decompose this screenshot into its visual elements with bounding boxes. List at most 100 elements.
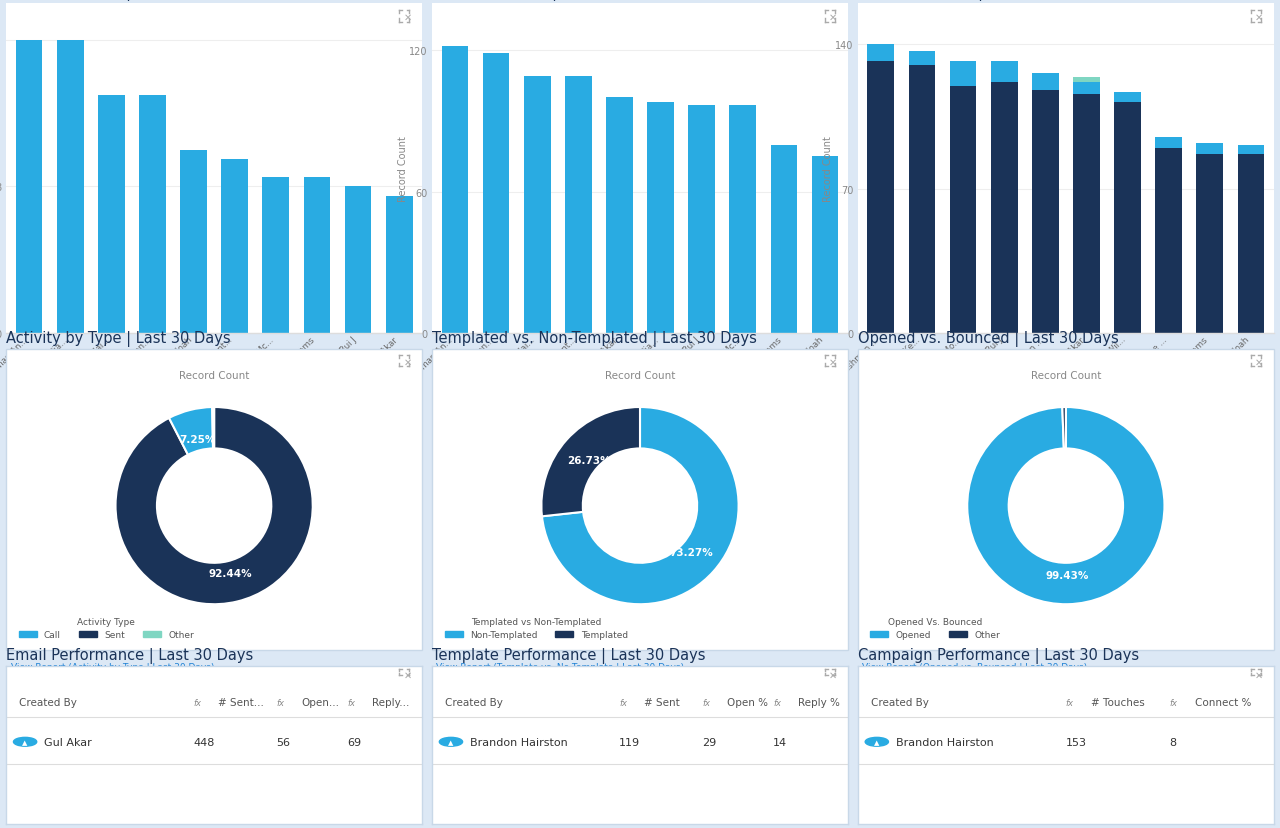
Legend: Call, Sent, Custom: Call, Sent, Custom [863, 438, 1053, 468]
Bar [1197, 144, 1224, 155]
Bar [950, 62, 977, 87]
Text: Created By: Created By [444, 697, 503, 707]
Bar [15, 41, 42, 334]
Text: Gul Akar: Gul Akar [44, 737, 92, 747]
Bar [730, 105, 756, 334]
Text: ✕: ✕ [1256, 670, 1263, 680]
Text: Created By: Created By [870, 697, 928, 707]
Bar [1156, 138, 1181, 148]
Text: View Report (Activity by User | Today): View Report (Activity by User | Today) [6, 472, 177, 481]
Text: ✕: ✕ [403, 12, 411, 22]
Y-axis label: Record Count: Record Count [398, 136, 407, 202]
Bar [1032, 90, 1059, 334]
Text: Reply %: Reply % [797, 697, 840, 707]
Text: View Report (Activity by User | Cumulative This Month): View Report (Activity by User | Cumulati… [858, 472, 1107, 481]
Y-axis label: Record Count: Record Count [823, 136, 833, 202]
Text: 69: 69 [347, 737, 361, 747]
Bar [991, 83, 1018, 334]
Bar [950, 87, 977, 334]
Bar [1114, 103, 1140, 334]
Legend: Opened, Other: Opened, Other [867, 614, 1004, 643]
Bar [1197, 155, 1224, 334]
Bar [262, 178, 289, 334]
Bar [524, 77, 550, 334]
Circle shape [865, 738, 888, 746]
Text: ✕: ✕ [403, 670, 411, 680]
Text: View Report (Activity by User | Last 7 Days): View Report (Activity by User | Last 7 D… [433, 472, 630, 481]
Bar [605, 99, 632, 334]
Text: 119: 119 [620, 737, 640, 747]
Text: ✕: ✕ [403, 357, 411, 367]
Text: Record Count: Record Count [1030, 371, 1101, 381]
Text: Opened vs. Bounced | Last 30 Days: Opened vs. Bounced | Last 30 Days [858, 330, 1119, 347]
Text: # Touches: # Touches [1091, 697, 1144, 707]
Legend: Call, Sent, Other: Call, Sent, Other [15, 614, 197, 643]
Text: fx: fx [347, 698, 355, 707]
Text: Record Count: Record Count [179, 371, 250, 381]
Bar [1073, 83, 1100, 94]
Bar [180, 151, 207, 334]
Bar [771, 146, 797, 334]
X-axis label: Assigned: Assigned [618, 388, 662, 398]
Text: Open %: Open % [727, 697, 768, 707]
Text: ✕: ✕ [1256, 12, 1263, 22]
Text: fx: fx [1170, 698, 1178, 707]
Text: Record Count: Record Count [605, 371, 675, 381]
Text: Brandon Hairston: Brandon Hairston [470, 737, 567, 747]
Bar [868, 46, 895, 62]
Text: Activity by Type | Last 30 Days: Activity by Type | Last 30 Days [6, 330, 230, 347]
Text: ▲: ▲ [874, 739, 879, 745]
Text: Activity by User | Last 7 Days: Activity by User | Last 7 Days [433, 0, 648, 1]
Bar [483, 54, 509, 334]
Bar [303, 178, 330, 334]
Text: Activity by User | Cumulative This Month: Activity by User | Cumulative This Month [858, 0, 1157, 1]
Text: # Sent...: # Sent... [219, 697, 264, 707]
Bar [909, 51, 936, 66]
Text: 448: 448 [193, 737, 215, 747]
Bar [56, 41, 83, 334]
Bar [689, 105, 716, 334]
Bar [344, 187, 371, 334]
Bar [1073, 79, 1100, 83]
Text: fx: fx [703, 698, 710, 707]
Text: fx: fx [1066, 698, 1074, 707]
Text: ✕: ✕ [829, 357, 837, 367]
Text: Templated vs. Non-Templated | Last 30 Days: Templated vs. Non-Templated | Last 30 Da… [433, 330, 758, 347]
Bar [385, 196, 412, 334]
Bar [1114, 93, 1140, 103]
Text: fx: fx [193, 698, 201, 707]
FancyBboxPatch shape [6, 349, 422, 651]
Text: 14: 14 [773, 737, 787, 747]
Bar [648, 103, 675, 334]
Bar [812, 157, 838, 334]
X-axis label: Assigned: Assigned [1043, 380, 1088, 390]
Bar [1238, 147, 1265, 155]
Text: 56: 56 [276, 737, 291, 747]
Text: Email Performance | Last 30 Days: Email Performance | Last 30 Days [6, 647, 253, 663]
FancyBboxPatch shape [858, 349, 1274, 651]
Text: ✕: ✕ [829, 670, 837, 680]
Bar [99, 96, 124, 334]
Bar [140, 96, 166, 334]
Bar [991, 62, 1018, 83]
Text: Connect %: Connect % [1194, 697, 1251, 707]
Text: ▲: ▲ [448, 739, 453, 745]
Text: 153: 153 [1066, 737, 1087, 747]
Text: View Report (Opened vs. Bounced | Last 30 Days): View Report (Opened vs. Bounced | Last 3… [863, 662, 1088, 672]
Legend: Non-Templated, Templated: Non-Templated, Templated [440, 614, 631, 643]
Circle shape [439, 738, 462, 746]
Bar [564, 77, 591, 334]
Bar [868, 62, 895, 334]
Text: # Sent: # Sent [644, 697, 680, 707]
Text: fx: fx [773, 698, 781, 707]
Text: 8: 8 [1170, 737, 1176, 747]
Bar [442, 46, 468, 334]
Text: ✕: ✕ [1256, 357, 1263, 367]
FancyBboxPatch shape [433, 349, 847, 651]
Bar [1156, 148, 1181, 334]
Text: Activity by User | Today: Activity by User | Today [6, 0, 178, 1]
Circle shape [14, 738, 37, 746]
Text: fx: fx [276, 698, 284, 707]
Text: 29: 29 [703, 737, 717, 747]
Bar [1073, 94, 1100, 334]
